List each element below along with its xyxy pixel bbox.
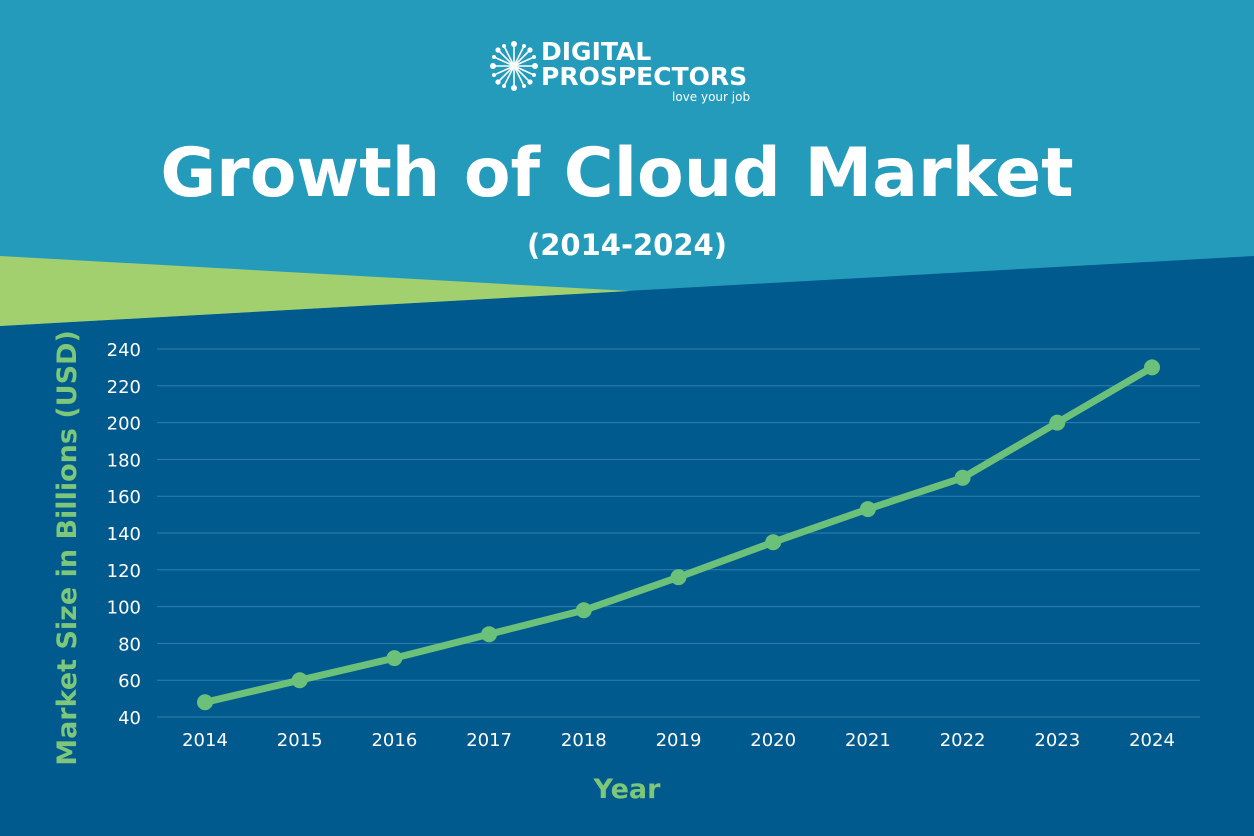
data-point-2014 (197, 694, 213, 711)
x-tick-label-2015: 2015 (277, 730, 323, 751)
x-tick-label-2018: 2018 (561, 730, 607, 751)
x-tick-label-2020: 2020 (750, 730, 796, 751)
x-axis-title: Year (593, 774, 662, 805)
data-point-2015 (291, 672, 308, 689)
data-point-2022 (954, 469, 971, 486)
background-top-band (0, 0, 1254, 326)
y-tick-label-220: 220 (107, 377, 141, 398)
y-tick-label-120: 120 (107, 561, 141, 582)
data-point-2020 (765, 534, 782, 551)
y-tick-label-240: 240 (107, 340, 141, 361)
chart-subtitle: (2014-2024) (527, 228, 727, 262)
data-point-2024 (1144, 359, 1160, 376)
brand-name-line2: PROSPECTORS (541, 62, 748, 91)
starburst-logo-icon (490, 41, 538, 91)
data-point-2019 (670, 569, 687, 586)
x-tick-label-2019: 2019 (656, 730, 702, 751)
data-point-2018 (575, 602, 592, 619)
chart-title: Growth of Cloud Market (160, 134, 1074, 213)
x-tick-label-2022: 2022 (940, 730, 986, 751)
y-tick-label-180: 180 (107, 450, 141, 471)
y-tick-label-40: 40 (118, 708, 141, 729)
brand-tagline: love your job (672, 90, 751, 104)
green-accent-wedge (0, 256, 630, 326)
x-tick-label-2017: 2017 (466, 730, 512, 751)
data-point-2021 (859, 501, 876, 518)
y-tick-label-160: 160 (107, 487, 141, 508)
data-point-2016 (386, 650, 403, 667)
y-tick-label-80: 80 (118, 634, 141, 655)
series-line-0 (201, 363, 1156, 706)
y-tick-label-100: 100 (107, 598, 141, 619)
x-tick-label-2016: 2016 (371, 730, 417, 751)
x-tick-label-2014: 2014 (182, 730, 228, 751)
data-point-2017 (481, 626, 498, 643)
brand-name-line1: DIGITAL (541, 37, 652, 66)
brand-logo: DIGITAL PROSPECTORS love your job (488, 38, 778, 108)
x-tick-label-2024: 2024 (1129, 730, 1175, 751)
data-point-2023 (1049, 414, 1066, 431)
x-tick-label-2021: 2021 (845, 730, 891, 751)
y-axis-title: Market Size in Billions (USD) (52, 330, 83, 766)
y-tick-label-140: 140 (107, 524, 141, 545)
y-tick-label-60: 60 (118, 671, 141, 692)
y-tick-label-200: 200 (107, 414, 141, 435)
x-tick-label-2023: 2023 (1034, 730, 1080, 751)
